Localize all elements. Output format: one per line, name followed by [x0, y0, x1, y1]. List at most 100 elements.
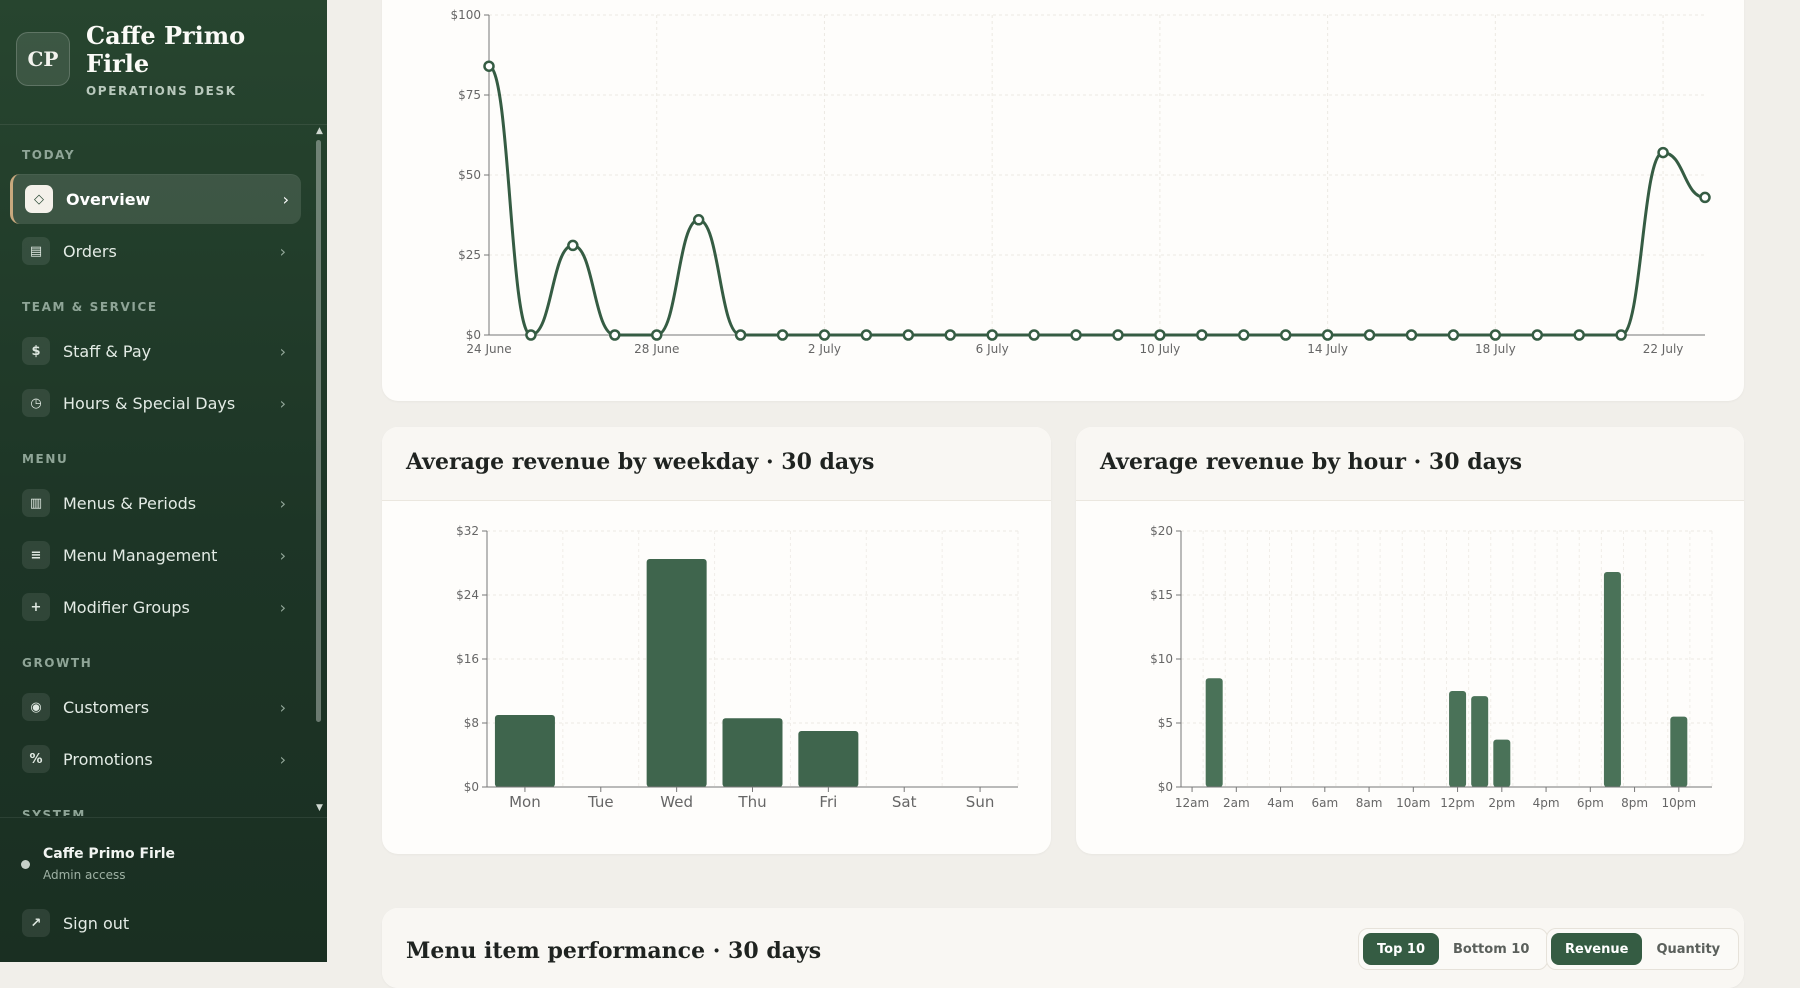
y-tick-label: $24	[456, 588, 479, 602]
sign-out-button[interactable]: ↗ Sign out	[10, 898, 298, 948]
chevron-right-icon: ›	[279, 493, 286, 513]
y-tick-label: $10	[1150, 652, 1173, 666]
chevron-right-icon: ›	[279, 393, 286, 413]
sidebar-scrollbar[interactable]	[316, 140, 321, 722]
user-name: Caffe Primo Firle	[43, 846, 176, 862]
metric-toggle: Revenue Quantity	[1546, 928, 1740, 970]
data-point	[1321, 329, 1334, 341]
bottom-10-button[interactable]: Bottom 10	[1453, 941, 1530, 957]
y-tick-label: $32	[456, 524, 479, 538]
data-point	[1447, 329, 1460, 341]
daily-revenue-card: $0 $25 $50 $75 $100 24 June 28 June 2 July 6 Jul…	[382, 0, 1744, 401]
y-tick-label: $8	[464, 716, 479, 730]
sidebar-item-label: Menus & Periods	[63, 493, 197, 513]
chevron-right-icon: ›	[279, 341, 286, 361]
x-tick-label: 10am	[1396, 796, 1430, 810]
data-point	[1238, 329, 1250, 341]
data-point	[818, 329, 831, 341]
x-tick-label: 6pm	[1577, 796, 1604, 810]
card-title: Average revenue by weekday · 30 days	[406, 449, 875, 475]
data-point	[944, 329, 956, 341]
sidebar-item-staff-pay[interactable]: $ Staff & Pay ›	[10, 326, 298, 376]
data-point	[860, 329, 873, 341]
quantity-button[interactable]: Quantity	[1656, 941, 1721, 957]
x-tick-label: 28 June	[634, 342, 679, 356]
diamond-icon: ◇	[25, 185, 53, 213]
sidebar-item-menus-periods[interactable]: ▥ Menus & Periods ›	[10, 478, 298, 528]
sidebar-item-label: Staff & Pay	[63, 341, 152, 361]
brand: CP Caffe Primo Firle OPERATIONS DESK	[16, 22, 327, 124]
bar	[1205, 678, 1223, 787]
plus-icon: +	[22, 593, 50, 621]
chevron-right-icon: ›	[279, 697, 286, 717]
chevron-right-icon: ›	[279, 597, 286, 617]
section-label-growth: GROWTH	[22, 656, 93, 670]
x-tick-label: 2 July	[808, 342, 841, 356]
x-tick-label: Fri	[819, 793, 837, 811]
x-tick-label: 10 July	[1140, 342, 1181, 356]
data-point	[1363, 329, 1376, 341]
x-tick-label: 12am	[1175, 796, 1209, 810]
customer-icon: ◉	[22, 693, 50, 721]
card-header: Average revenue by hour · 30 days	[1076, 427, 1744, 501]
y-tick-label: $0	[466, 328, 481, 342]
sidebar-item-modifier-groups[interactable]: + Modifier Groups ›	[10, 582, 298, 632]
bar	[494, 715, 555, 787]
data-point	[1279, 329, 1292, 341]
sidebar-item-label: Customers	[63, 697, 150, 717]
data-point	[1070, 329, 1082, 341]
data-point	[609, 329, 621, 341]
bar	[1493, 739, 1511, 787]
data-point	[567, 239, 579, 252]
revenue-button[interactable]: Revenue	[1551, 933, 1643, 965]
sidebar-item-label: Menu Management	[63, 545, 218, 565]
sign-out-icon: ↗	[22, 909, 50, 937]
bar	[1603, 571, 1621, 787]
x-tick-label: 24 June	[466, 342, 511, 356]
sidebar-item-promotions[interactable]: % Promotions ›	[10, 734, 298, 784]
x-tick-label: 8am	[1356, 796, 1383, 810]
y-tick-label: $16	[456, 652, 479, 666]
y-tick-label: $20	[1150, 524, 1173, 538]
x-tick-label: Mon	[509, 793, 541, 811]
clock-icon: ◷	[22, 389, 50, 417]
sidebar-item-overview[interactable]: ◇ Overview ›	[10, 174, 301, 224]
daily-revenue-chart: $0 $25 $50 $75 $100 24 June 28 June 2 July 6 Jul…	[450, 8, 1711, 356]
sidebar-item-label: Modifier Groups	[63, 597, 190, 617]
sidebar-item-menu-management[interactable]: ≡ Menu Management ›	[10, 530, 298, 580]
hour-revenue-card: Average revenue by hour · 30 days $0 $5 $1…	[1076, 427, 1744, 854]
sidebar-item-customers[interactable]: ◉ Customers ›	[10, 682, 298, 732]
y-tick-label: $50	[458, 168, 481, 182]
x-tick-label: 14 July	[1307, 342, 1348, 356]
scroll-down-icon[interactable]: ▼	[316, 803, 323, 813]
data-point	[776, 329, 789, 341]
scroll-up-icon[interactable]: ▲	[316, 126, 323, 136]
x-tick-label: 4am	[1267, 796, 1294, 810]
data-point	[734, 329, 747, 341]
x-tick-label: 12pm	[1440, 796, 1475, 810]
status-dot	[21, 860, 30, 869]
x-tick-label: 4pm	[1533, 796, 1560, 810]
chevron-right-icon: ›	[279, 241, 286, 261]
section-label-team-service: TEAM & SERVICE	[22, 300, 158, 314]
sidebar-item-hours-special-days[interactable]: ◷ Hours & Special Days ›	[10, 378, 298, 428]
section-label-menu: MENU	[22, 452, 69, 466]
sidebar-item-orders[interactable]: ▤ Orders ›	[10, 226, 298, 276]
x-tick-label: 8pm	[1621, 796, 1648, 810]
top-10-button[interactable]: Top 10	[1363, 933, 1439, 965]
dollar-icon: $	[22, 337, 50, 365]
data-point	[483, 60, 495, 72]
x-tick-label: 6 July	[976, 342, 1009, 356]
card-title: Menu item performance · 30 days	[406, 938, 822, 964]
x-tick-label: 10pm	[1662, 796, 1697, 810]
bar	[1449, 691, 1467, 787]
x-tick-label: Sun	[966, 793, 995, 811]
x-tick-label: 2pm	[1488, 796, 1515, 810]
y-tick-label: $75	[458, 88, 481, 102]
sidebar: CP Caffe Primo Firle OPERATIONS DESK TOD…	[0, 0, 327, 962]
hour-revenue-chart: $0 $5 $10 $15 $20 12am 2am 4am 6am 8am 10am 12pm 2pm…	[1150, 524, 1713, 810]
x-tick-label: Sat	[892, 793, 917, 811]
x-tick-label: 6am	[1311, 796, 1338, 810]
y-tick-label: $0	[464, 780, 479, 794]
y-tick-label: $25	[458, 248, 481, 262]
